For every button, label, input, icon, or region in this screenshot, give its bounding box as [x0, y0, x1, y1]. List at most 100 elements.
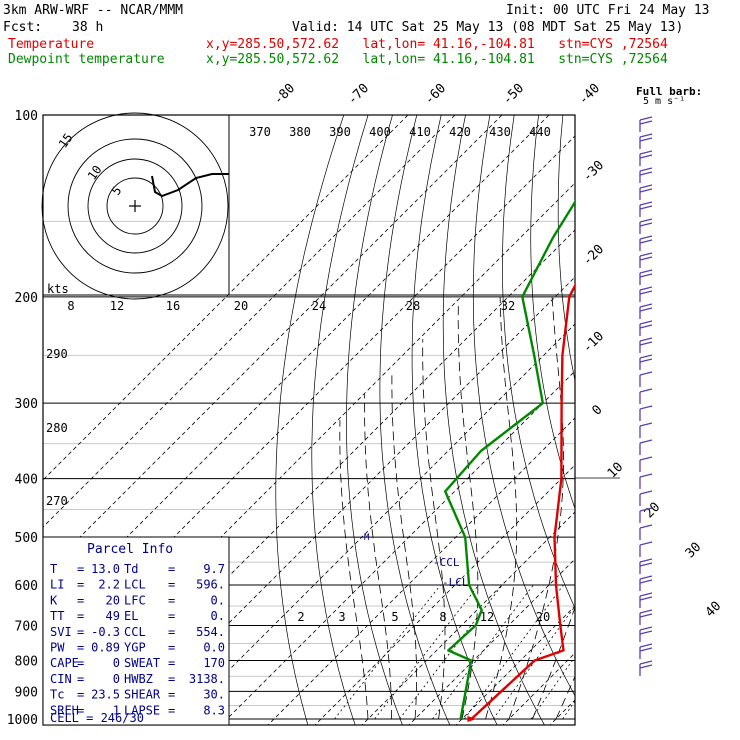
parcel-eq: =	[168, 656, 175, 670]
theta-label: 410	[409, 125, 431, 139]
wind-barb-flag	[639, 188, 653, 193]
wind-barb-flag	[639, 154, 653, 159]
parcel-field-value: 0.	[211, 593, 225, 607]
parcel-field-label: LI	[50, 578, 64, 592]
wind-barb-flag	[639, 133, 653, 138]
wind-barb-flag	[639, 273, 653, 278]
parcel-eq: =	[77, 625, 84, 639]
wind-barb-flag	[639, 137, 653, 142]
parcel-field-label: YGP	[124, 641, 146, 655]
parcel-field-value: 554.	[196, 625, 225, 639]
parcel-eq: =	[168, 703, 175, 717]
isotherm-line	[43, 115, 409, 481]
wind-barb-flag	[639, 524, 653, 529]
mixing-ratio-label: 5	[391, 610, 398, 624]
parcel-field-label: LAPSE	[124, 703, 160, 717]
theta-label: 370	[249, 125, 271, 139]
parcel-eq: =	[168, 593, 175, 607]
wind-barb-flag	[639, 439, 653, 444]
theta-label: 380	[289, 125, 311, 139]
wind-barb-flag	[639, 613, 653, 618]
mixing-ratio-line	[432, 584, 534, 720]
temperature-line	[470, 283, 575, 720]
hodograph-speed-label: 32	[501, 299, 515, 313]
isotherm-line	[502, 652, 575, 725]
parcel-eq: =	[77, 688, 84, 702]
pressure-label: 600	[15, 579, 38, 594]
hodograph-speed-label: 16	[166, 299, 180, 313]
wind-barb-flag	[639, 116, 653, 121]
parcel-info-box	[42, 536, 230, 726]
isotherm-line	[43, 115, 456, 528]
isotherm-label: 30	[683, 540, 705, 562]
dry-adiabat	[530, 115, 575, 510]
hodograph-ring-label: 10	[85, 163, 105, 183]
wind-barb-flag	[639, 303, 653, 308]
parcel-field-value: 8.3	[203, 703, 225, 717]
isotherm-line	[173, 323, 575, 725]
dry-adiabat	[311, 115, 369, 725]
moist-adiabat	[391, 370, 418, 720]
isotherm-line	[79, 229, 575, 725]
wind-barb-flag	[639, 558, 653, 563]
theta-side-label: 290	[46, 347, 68, 361]
wind-barb-flag	[639, 579, 653, 584]
parcel-eq: =	[168, 609, 175, 623]
theta-label: 430	[489, 125, 511, 139]
valid-time: Valid: 14 UTC Sat 25 May 13 (08 MDT Sat …	[292, 20, 684, 35]
hodograph-ring-label: 5	[109, 184, 125, 198]
dry-adiabat	[275, 115, 345, 725]
wind-barb-flag	[639, 354, 653, 359]
parcel-eq: =	[168, 625, 175, 639]
isotherm-label: 0	[589, 402, 605, 418]
wind-barb-flag	[639, 660, 653, 665]
wind-barb-flag	[639, 184, 653, 189]
theta-label: 400	[369, 125, 391, 139]
parcel-eq: =	[77, 578, 84, 592]
wind-barb-flag	[639, 171, 653, 176]
dry-adiabat	[442, 115, 545, 725]
parcel-eq: =	[77, 672, 84, 686]
pressure-label: 1000	[7, 713, 38, 728]
theta-side-label: 270	[46, 494, 68, 508]
isotherm-label: -10	[580, 329, 607, 356]
parcel-field-value: 20	[106, 593, 120, 607]
dry-adiabat	[472, 115, 575, 697]
isotherm-line	[43, 135, 575, 669]
theta-label: 390	[329, 125, 351, 139]
parcel-eq: =	[77, 562, 84, 576]
parcel-cell: CELL = 246/30	[50, 711, 144, 725]
wind-barb-flag	[639, 222, 653, 227]
wind-barb-flag	[639, 562, 653, 567]
wind-barb-flag	[639, 218, 653, 223]
hodograph-ring-label: 15	[56, 131, 76, 151]
hodograph-ring	[41, 112, 229, 300]
wind-barb-flag	[639, 507, 653, 512]
pressure-label: 400	[15, 473, 38, 488]
plot-frame	[42, 114, 576, 726]
wind-barb-flag	[639, 358, 653, 363]
wind-barb-flag	[639, 643, 653, 648]
isotherm-label: -20	[580, 242, 607, 269]
hodograph-speed-label: 20	[234, 299, 248, 313]
wind-barb-flag	[639, 456, 653, 461]
dry-adiabat	[585, 115, 740, 732]
hodograph-ring	[106, 177, 164, 235]
isotherm-label: -40	[576, 81, 603, 108]
isotherm-line	[220, 370, 575, 725]
pressure-label: 300	[15, 397, 38, 412]
model-title: 3km ARW-WRF -- NCAR/MMM	[3, 3, 184, 18]
legend-dewpoint-name: Dewpoint temperature	[8, 52, 165, 67]
wind-barb-flag	[639, 235, 653, 240]
legend-temperature-name: Temperature	[8, 37, 95, 52]
wind-barb-flag	[639, 269, 653, 274]
dewpoint-line	[444, 199, 575, 720]
wind-barb-flag	[639, 388, 653, 393]
dry-adiabat	[611, 115, 740, 732]
wind-barb-flag	[639, 320, 653, 325]
theta-label: 420	[449, 125, 471, 139]
dry-adiabat	[709, 115, 740, 732]
dry-adiabat	[557, 115, 575, 383]
lcl-label: -LCL	[442, 576, 469, 589]
